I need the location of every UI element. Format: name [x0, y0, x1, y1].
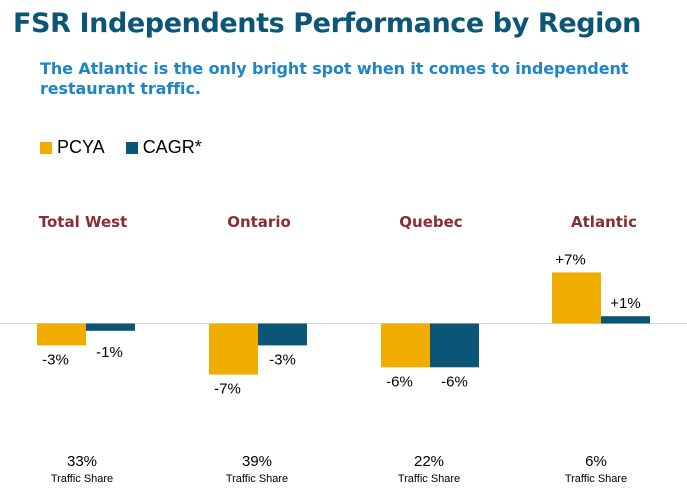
region-label-quebec: Quebec — [399, 213, 463, 231]
traffic-share-label-atlantic: Traffic Share — [564, 473, 628, 485]
legend-swatch-pcya — [40, 141, 52, 154]
bar-ontario-cagr — [258, 323, 307, 346]
data-label-atlantic-pcya: +7% — [555, 251, 585, 268]
traffic-share-total-west: 33% — [66, 453, 98, 470]
data-label-total-west-cagr: -1% — [96, 344, 123, 361]
legend-item-cagr: CAGR* — [125, 137, 202, 158]
bar-atlantic-cagr — [601, 316, 650, 324]
traffic-share-label-total-west: Traffic Share — [50, 473, 114, 485]
bar-total-west-pcya — [37, 323, 86, 346]
data-label-ontario-pcya: -7% — [214, 381, 241, 398]
data-label-quebec-pcya: -6% — [386, 373, 413, 390]
legend: PCYA CAGR* — [40, 137, 223, 158]
region-label-total-west: Total West — [38, 213, 128, 231]
traffic-share-label-quebec: Traffic Share — [397, 473, 461, 485]
region-label-atlantic: Atlantic — [571, 213, 637, 231]
traffic-share-atlantic: 6% — [585, 453, 607, 470]
legend-label-pcya: PCYA — [57, 137, 105, 157]
data-label-ontario-cagr: -3% — [269, 351, 296, 368]
bar-ontario-pcya — [209, 323, 258, 375]
chart-subtitle: The Atlantic is the only bright spot whe… — [40, 59, 629, 98]
traffic-share-ontario: 39% — [241, 453, 273, 470]
region-label-ontario: Ontario — [227, 213, 291, 231]
traffic-share-quebec: 22% — [413, 453, 445, 470]
data-label-atlantic-cagr: +1% — [610, 295, 640, 312]
data-label-total-west-pcya: -3% — [42, 351, 69, 368]
chart-title: FSR Independents Performance by Region — [13, 8, 641, 39]
legend-label-cagr: CAGR* — [142, 137, 202, 157]
traffic-share-label-ontario: Traffic Share — [225, 473, 289, 485]
bar-atlantic-pcya — [552, 272, 601, 324]
legend-swatch-cagr — [125, 141, 138, 154]
data-label-quebec-cagr: -6% — [441, 373, 468, 390]
legend-item-pcya: PCYA — [40, 137, 105, 158]
bar-total-west-cagr — [86, 323, 135, 331]
bar-quebec-pcya — [381, 323, 430, 368]
bar-quebec-cagr — [430, 323, 479, 368]
